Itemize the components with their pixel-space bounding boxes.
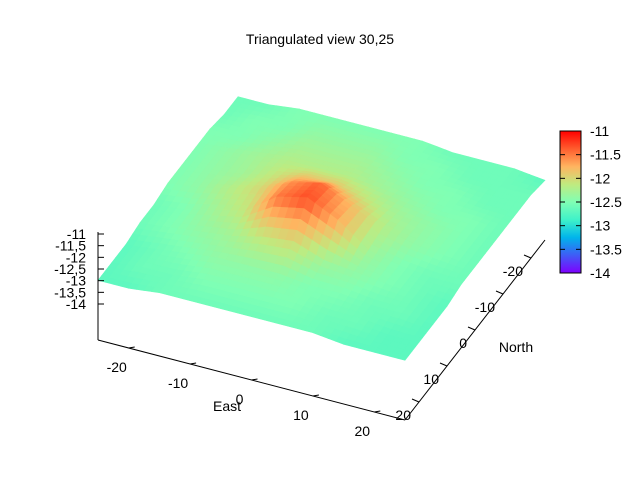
x-tick-mark <box>251 378 258 381</box>
y-tick-mark <box>523 254 532 259</box>
surface-cell <box>533 177 546 185</box>
z-tick-label: -13,5 <box>54 284 86 300</box>
x-tick-label: 0 <box>236 391 244 407</box>
x-tick-label: -20 <box>107 359 127 375</box>
z-tick-label: -14 <box>66 296 86 312</box>
z-tick-label: -11 <box>67 226 86 242</box>
colorbar-tick-label: -14 <box>590 265 610 281</box>
y-tick-mark <box>495 290 504 295</box>
y-tick-label: 10 <box>423 371 439 387</box>
axes-frame: -20-1001020-20-1001020-11-11,5-12-12,5-1… <box>54 226 546 439</box>
z-tick-label: -12,5 <box>54 261 86 277</box>
x-tick-mark <box>190 362 197 365</box>
colorbar-tick-label: -12 <box>590 170 610 186</box>
colorbar-tick-label: -13.5 <box>590 241 622 257</box>
x-axis-label: East <box>213 398 241 414</box>
y-tick-label: -10 <box>475 299 495 315</box>
colorbar-tick-label: -13 <box>590 218 610 234</box>
z-tick-label: -13 <box>66 273 86 289</box>
x-tick-mark <box>374 410 381 413</box>
z-tick-label: -12 <box>66 249 86 265</box>
x-tick-label: 10 <box>293 407 309 423</box>
colorbar-tick-label: -12.5 <box>590 194 622 210</box>
y-tick-mark <box>411 398 420 403</box>
x-tick-mark <box>312 394 319 397</box>
y-tick-mark <box>439 362 448 367</box>
chart-title: Triangulated view 30,25 <box>246 31 394 47</box>
x-tick-label: 20 <box>355 423 371 439</box>
x-tick-label: -10 <box>168 375 188 391</box>
y-tick-label: 0 <box>459 335 467 351</box>
y-tick-mark <box>467 326 476 331</box>
y-axis-label: North <box>499 339 533 355</box>
colorbar-tick-label: -11 <box>590 123 609 139</box>
y-tick-label: 20 <box>395 407 411 423</box>
colorbar: -11 -11.5 -12 -12.5 -13 -13.5 -14 <box>559 123 622 281</box>
z-tick-label: -11,5 <box>55 238 86 254</box>
colorbar-tick-label: -11.5 <box>590 147 621 163</box>
surface-mesh <box>97 96 546 361</box>
y-tick-label: -20 <box>503 263 523 279</box>
x-tick-mark <box>128 346 135 349</box>
